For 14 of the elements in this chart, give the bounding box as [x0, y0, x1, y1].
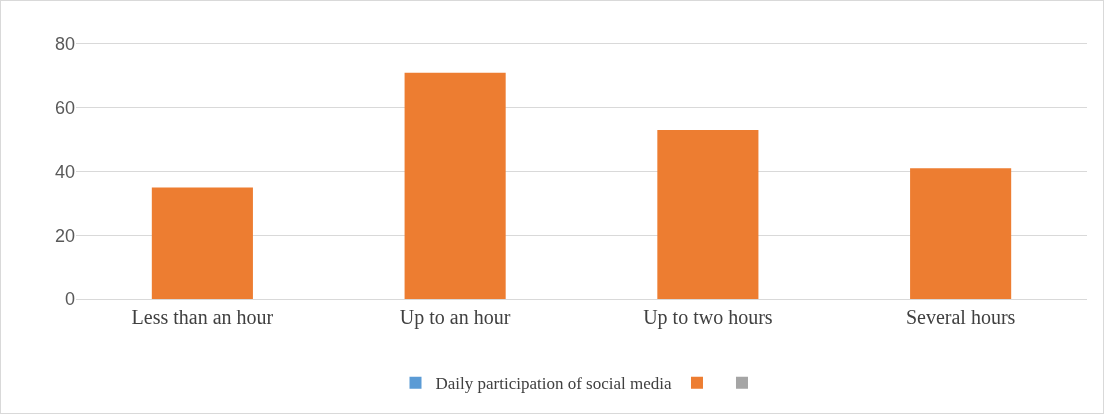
y-tick-label: 60: [54, 98, 75, 119]
x-tick-label: Up to two hours: [643, 306, 773, 329]
bar: [910, 168, 1012, 299]
x-tick-label: Up to an hour: [399, 306, 511, 329]
y-tick-label: 40: [54, 161, 75, 182]
x-tick-label: Several hours: [905, 306, 1016, 328]
y-tick-label: 80: [54, 34, 75, 55]
y-tick-label: 20: [54, 225, 75, 246]
y-tick-label: 0: [64, 289, 75, 310]
bar: [657, 130, 759, 299]
legend-label: Daily participation of social media: [435, 374, 672, 394]
x-tick-label: Less than an hour: [131, 306, 274, 328]
bar: [404, 72, 506, 299]
bar: [151, 187, 253, 299]
